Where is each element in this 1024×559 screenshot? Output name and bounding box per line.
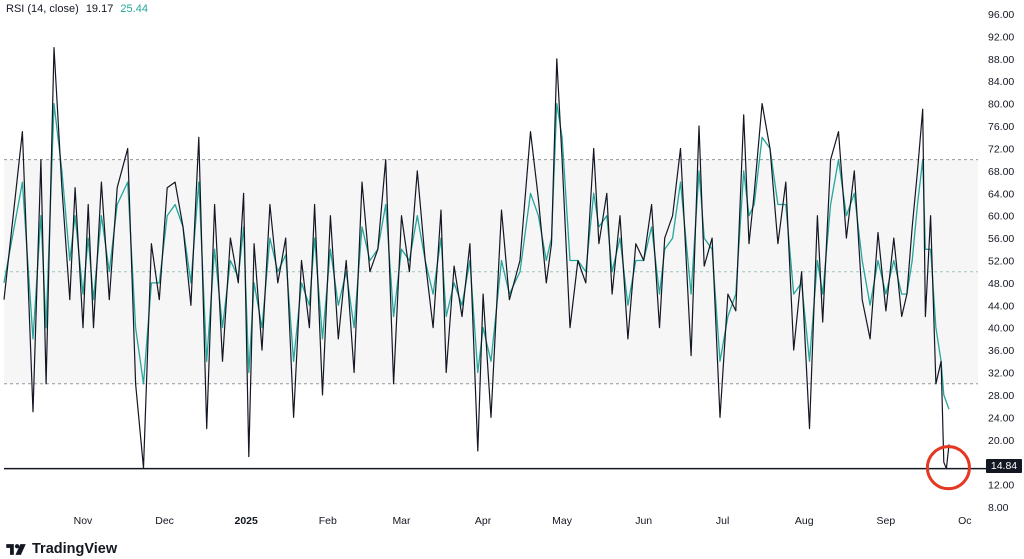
y-tick-label: 64.00	[988, 188, 1014, 200]
x-tick-label: Feb	[319, 515, 337, 527]
indicator-legend[interactable]: RSI (14, close) 19.17 25.44	[6, 3, 148, 15]
x-tick-label: 2025	[235, 515, 259, 527]
y-tick-label: 28.00	[988, 390, 1014, 402]
y-tick-label: 76.00	[988, 121, 1014, 133]
y-tick-label: 12.00	[988, 480, 1014, 492]
y-tick-label: 20.00	[988, 435, 1014, 447]
series-layer	[3, 46, 950, 470]
y-tick-label: 32.00	[988, 368, 1014, 380]
series-line-rsi	[3, 46, 950, 470]
y-tick-label: 68.00	[988, 166, 1014, 178]
ma-value: 25.44	[120, 3, 148, 15]
highlight-circle	[925, 445, 971, 491]
x-tick-label: Apr	[475, 515, 492, 527]
y-tick-label: 36.00	[988, 345, 1014, 357]
y-tick-label: 92.00	[988, 31, 1014, 43]
x-axis: Nov Dec 2025 Feb Mar Apr May Jun Jul Aug Sep Oc	[74, 515, 972, 527]
tradingview-logo-icon	[6, 543, 26, 555]
x-tick-label: Jun	[635, 515, 652, 527]
y-tick-label: 60.00	[988, 211, 1014, 223]
y-tick-label: 56.00	[988, 233, 1014, 245]
y-tick-label: 48.00	[988, 278, 1014, 290]
x-tick-label: Mar	[392, 515, 411, 527]
y-tick-label: 96.00	[988, 9, 1014, 21]
y-tick-label: 52.00	[988, 256, 1014, 268]
y-tick-label: 40.00	[988, 323, 1014, 335]
y-tick-label: 84.00	[988, 76, 1014, 88]
tradingview-brand[interactable]: TradingView	[6, 541, 117, 557]
current-value-badge: 14.84	[986, 459, 1022, 473]
y-tick-label: 72.00	[988, 143, 1014, 155]
brand-name: TradingView	[32, 541, 118, 557]
y-tick-label: 88.00	[988, 54, 1014, 66]
x-tick-label: Nov	[74, 515, 93, 527]
y-tick-label: 8.00	[988, 502, 1009, 514]
y-tick-label: 44.00	[988, 300, 1014, 312]
x-tick-label: May	[552, 515, 573, 527]
x-tick-label: Dec	[155, 515, 174, 527]
y-tick-label: 24.00	[988, 412, 1014, 424]
rsi-value: 19.17	[85, 3, 114, 15]
x-tick-label: Aug	[795, 515, 814, 527]
x-tick-label: Oc	[958, 515, 971, 527]
y-axis: 96.00 92.00 88.00 84.00 80.00 76.00 72.00 68.00…	[988, 9, 1014, 514]
y-tick-label: 80.00	[988, 99, 1014, 111]
indicator-name: RSI (14, close)	[6, 3, 79, 15]
x-tick-label: Jul	[716, 515, 729, 527]
x-tick-label: Sep	[877, 515, 896, 527]
